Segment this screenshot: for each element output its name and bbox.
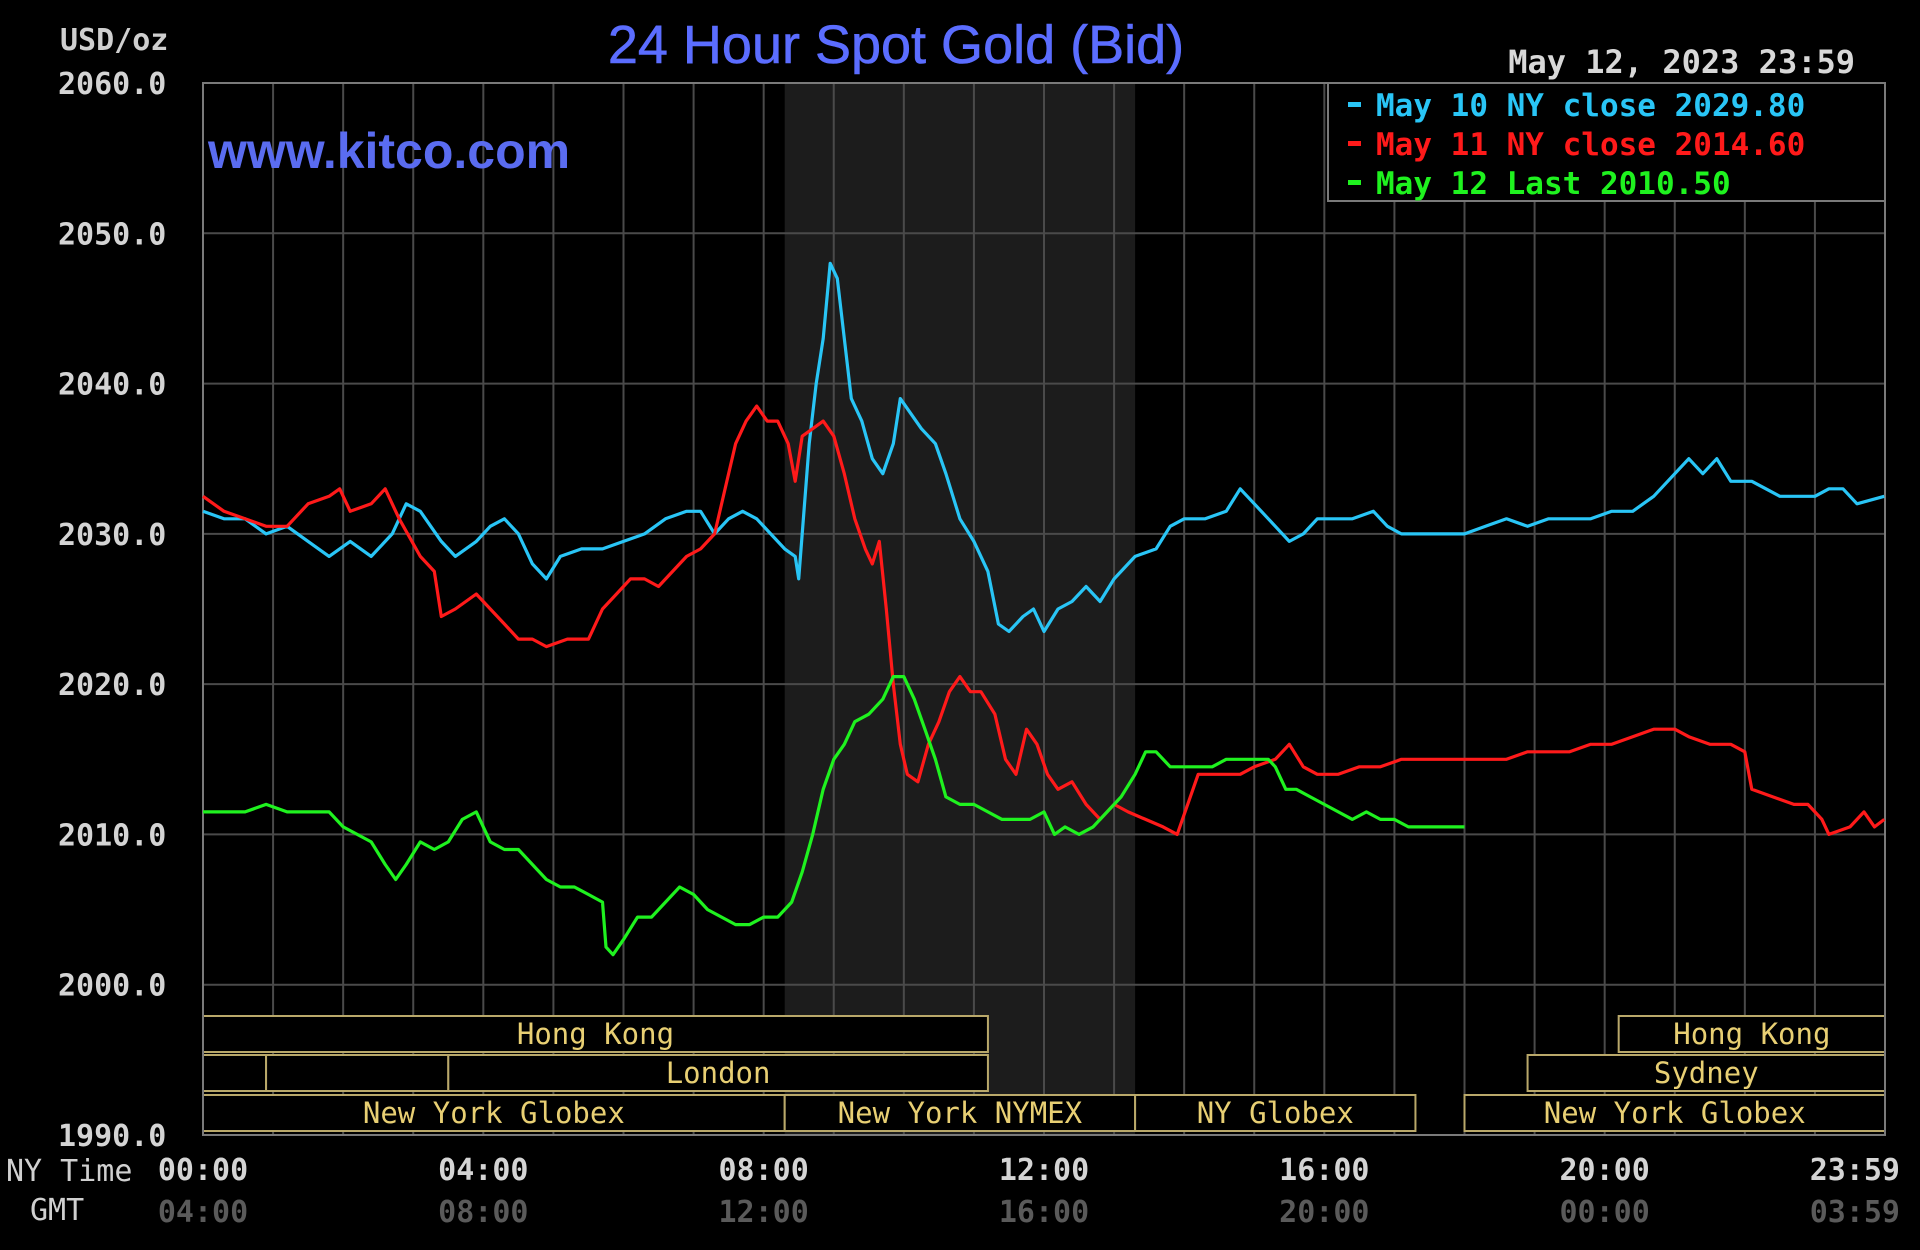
session-label: Hong Kong [1673, 1017, 1830, 1051]
y-tick-label: 1990.0 [58, 1119, 166, 1154]
legend-swatch [1348, 180, 1361, 185]
y-tick-label: 2010.0 [58, 818, 166, 853]
chart-timestamp: May 12, 2023 23:59 [1508, 43, 1855, 81]
y-tick-label: 2030.0 [58, 518, 166, 553]
session-bar [202, 1054, 268, 1092]
series-line-0 [202, 261, 1885, 634]
x-tick-label-ny: 04:00 [438, 1153, 528, 1188]
session-label: Sydney [1654, 1056, 1759, 1090]
chart-title: 24 Hour Spot Gold (Bid) [608, 15, 1184, 75]
x-tick-label-gmt: 03:59 [1810, 1195, 1900, 1230]
market-sessions: Hong Kong Hong Kong London Sydney New York G… [202, 1015, 1887, 1132]
session-bar [447, 1054, 989, 1092]
x-tick-label-ny: 16:00 [1279, 1153, 1369, 1188]
kitco-watermark: www.kitco.com [207, 123, 570, 179]
session-label: Hong Kong [517, 1017, 674, 1051]
legend-box [1327, 82, 1886, 202]
x-tick-label-gmt: 08:00 [438, 1195, 528, 1230]
ny-time-label: NY Time [6, 1154, 132, 1189]
price-series [202, 261, 1886, 957]
series-line-2 [203, 675, 1465, 957]
shaded-region-rect [784, 83, 1136, 1135]
session-bar [265, 1054, 450, 1092]
x-tick-label-ny: 00:00 [158, 1153, 248, 1188]
x-tick-label-gmt: 04:00 [158, 1195, 248, 1230]
x-tick-label-ny: 08:00 [719, 1153, 809, 1188]
session-label: New York Globex [363, 1096, 625, 1130]
y-tick-label: 2000.0 [58, 969, 166, 1004]
x-tick-label-ny: 12:00 [999, 1153, 1089, 1188]
x-tick-label-ny: 23:59 [1810, 1153, 1900, 1188]
session-bar [202, 1015, 989, 1053]
x-tick-label-gmt: 20:00 [1279, 1195, 1369, 1230]
session-label: NY Globex [1197, 1096, 1354, 1130]
nymex-shaded-region [784, 83, 1136, 1135]
x-tick-label-gmt: 00:00 [1560, 1195, 1650, 1230]
y-tick-label: 2020.0 [58, 668, 166, 703]
x-axis-ticks: 00:00 04:00 04:00 08:00 08:00 12:00 12:00 16:00… [158, 1153, 1900, 1230]
legend-swatch [1348, 141, 1361, 146]
series-line-1 [202, 404, 1886, 836]
session-bar [783, 1094, 1137, 1132]
x-tick-label-gmt: 12:00 [719, 1195, 809, 1230]
unit-label: USD/oz [60, 23, 168, 58]
session-label: New York NYMEX [838, 1096, 1083, 1130]
x-tick-label-ny: 20:00 [1560, 1153, 1650, 1188]
session-label: New York Globex [1544, 1096, 1806, 1130]
legend-entry: May 11 NY close 2014.60 [1376, 127, 1805, 163]
x-tick-label-gmt: 16:00 [999, 1195, 1089, 1230]
session-bar [202, 1094, 786, 1132]
y-tick-label: 2060.0 [58, 67, 166, 102]
session-label: London [666, 1056, 771, 1090]
y-tick-label: 2050.0 [58, 217, 166, 252]
plot-frame [202, 82, 1886, 1136]
legend-entry: May 10 NY close 2029.80 [1376, 88, 1805, 124]
y-tick-label: 2040.0 [58, 368, 166, 403]
gmt-label: GMT [30, 1193, 84, 1228]
session-bar [1134, 1094, 1417, 1132]
session-bar [1526, 1054, 1886, 1092]
y-axis-ticks: 2060.0 2050.0 2040.0 2030.0 2020.0 2010.0 2000… [58, 67, 166, 1154]
legend-entry: May 12 Last 2010.50 [1376, 166, 1731, 202]
grid [203, 83, 1885, 1135]
legend-swatch [1348, 102, 1361, 107]
